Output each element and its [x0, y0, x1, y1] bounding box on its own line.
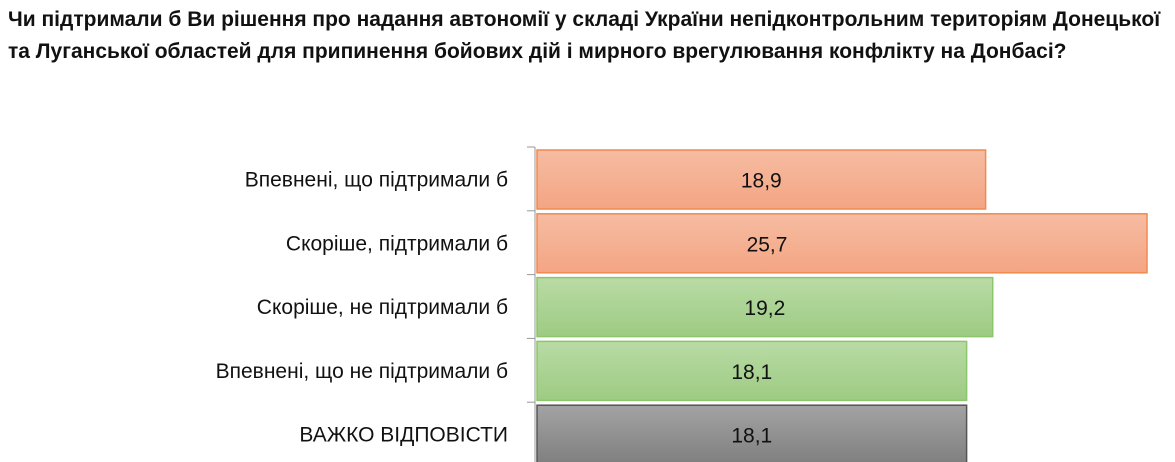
category-label-4: ВАЖКО ВІДПОВІСТИ	[299, 424, 508, 447]
bar-1	[536, 213, 1148, 274]
bar-0	[536, 149, 987, 210]
bar-3	[536, 340, 968, 402]
data-label-0: 18,9	[741, 170, 782, 193]
data-label-4: 18,1	[731, 425, 772, 448]
bar-2	[536, 276, 994, 338]
bar-4	[536, 404, 968, 462]
data-label-2: 19,2	[744, 297, 785, 320]
category-label-2: Скоріше, не підтримали б	[257, 296, 508, 319]
data-label-3: 18,1	[731, 361, 772, 384]
category-label-1: Скоріше, підтримали б	[286, 232, 508, 255]
chart-title: Чи підтримали б Ви рішення про надання а…	[8, 8, 1161, 63]
category-label-3: Впевнені, що не підтримали б	[216, 360, 508, 383]
data-label-1: 25,7	[747, 233, 788, 256]
category-label-0: Впевнені, що підтримали б	[245, 169, 508, 192]
